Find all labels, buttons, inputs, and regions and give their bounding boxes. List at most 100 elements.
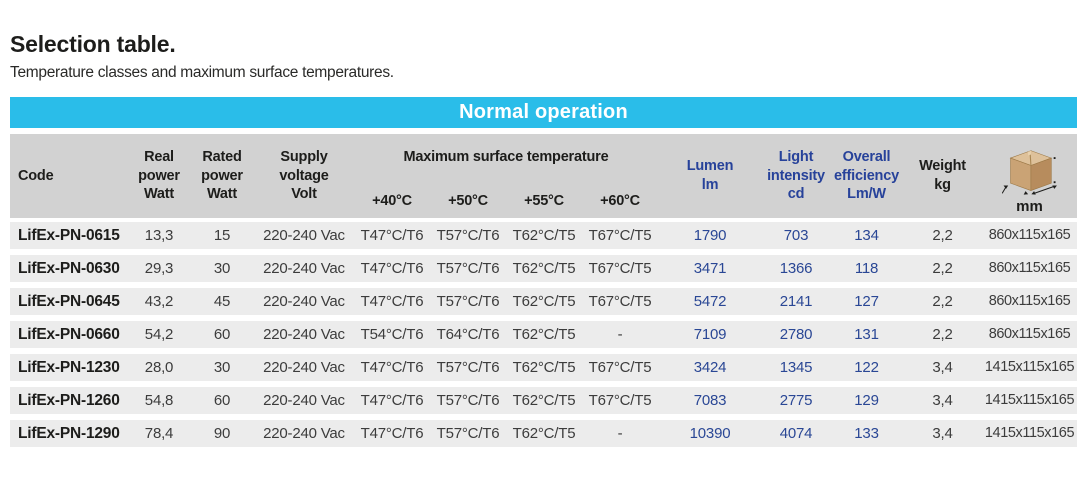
cell-temp-40: T47°C/T6 (360, 227, 424, 244)
cell-overall-efficiency: 118 (854, 260, 879, 277)
cell-overall-efficiency: 131 (854, 326, 879, 343)
cell-code: LifEx-PN-0645 (18, 292, 120, 310)
header-temp-60: +60°C (600, 193, 640, 209)
cell-dimensions: 860x115x165 (988, 260, 1071, 277)
cell-light-intensity: 2780 (779, 326, 813, 343)
header-light-intensity: Light intensity cd (767, 149, 825, 203)
header-max-surface-temperature-group: Maximum surface temperature +40°C +50°C … (354, 134, 658, 218)
cell-real-power: 78,4 (144, 425, 174, 442)
banner-label: Normal operation (459, 101, 628, 123)
cell-temp-50: T64°C/T6 (436, 326, 500, 343)
cell-light-intensity: 1366 (779, 260, 813, 277)
cell-code: LifEx-PN-0630 (18, 259, 120, 277)
cell-temp-55: T62°C/T5 (512, 359, 576, 376)
cell-real-power: 13,3 (144, 227, 174, 244)
cell-supply-voltage: 220-240 Vac (263, 326, 345, 343)
cell-lumen: 7109 (693, 326, 727, 343)
table-header: Code Real power Watt Rated power Watt Su… (10, 134, 1077, 218)
cell-weight: 3,4 (932, 425, 953, 442)
cell-weight: 2,2 (932, 260, 953, 277)
table-row: LifEx-PN-1260 54,8 60 220-240 Vac T47°C/T6 T5… (10, 387, 1077, 414)
cell-weight: 3,4 (932, 359, 953, 376)
package-box-icon (1001, 150, 1057, 195)
cell-temp-40: T47°C/T6 (360, 359, 424, 376)
cell-temp-60: T67°C/T5 (588, 260, 652, 277)
cell-temp-55: T62°C/T5 (512, 326, 576, 343)
header-rated-power: Rated power Watt (201, 149, 243, 203)
cell-code: LifEx-PN-0615 (18, 226, 120, 244)
header-weight: Weight kg (919, 158, 966, 193)
header-dimensions: mm (982, 134, 1077, 218)
cell-dimensions: 860x115x165 (988, 227, 1071, 244)
table-row: LifEx-PN-0660 54,2 60 220-240 Vac T54°C/T6 T6… (10, 321, 1077, 348)
cell-dimensions: 860x115x165 (988, 293, 1071, 310)
cell-light-intensity: 2775 (779, 392, 813, 409)
header-lumen: Lumen lm (686, 158, 734, 193)
cell-lumen: 7083 (693, 392, 727, 409)
cell-temp-40: T47°C/T6 (360, 392, 424, 409)
cell-temp-60: T67°C/T5 (588, 293, 652, 310)
cell-real-power: 43,2 (144, 293, 174, 310)
cell-light-intensity: 1345 (779, 359, 813, 376)
cell-real-power: 29,3 (144, 260, 174, 277)
cell-temp-40: T47°C/T6 (360, 260, 424, 277)
cell-temp-40: T47°C/T6 (360, 293, 424, 310)
cell-rated-power: 15 (213, 227, 231, 244)
cell-code: LifEx-PN-0660 (18, 325, 120, 343)
cell-rated-power: 45 (213, 293, 231, 310)
cell-temp-40: T47°C/T6 (360, 425, 424, 442)
header-temp-50: +50°C (448, 193, 488, 209)
header-supply-voltage: Supply voltage Volt (279, 149, 329, 203)
cell-rated-power: 60 (213, 392, 231, 409)
cell-code: LifEx-PN-1290 (18, 424, 120, 442)
cell-temp-50: T57°C/T6 (436, 293, 500, 310)
cell-rated-power: 30 (213, 260, 231, 277)
header-overall-efficiency: Overall efficiency Lm/W (834, 149, 899, 203)
cell-code: LifEx-PN-1230 (18, 358, 120, 376)
cell-temp-50: T57°C/T6 (436, 260, 500, 277)
cell-light-intensity: 4074 (779, 425, 813, 442)
cell-rated-power: 30 (213, 359, 231, 376)
header-dimensions-unit: mm (1016, 198, 1043, 215)
cell-lumen: 5472 (693, 293, 727, 310)
cell-temp-55: T62°C/T5 (512, 392, 576, 409)
cell-code: LifEx-PN-1260 (18, 391, 120, 409)
cell-temp-50: T57°C/T6 (436, 425, 500, 442)
cell-lumen: 10390 (689, 425, 731, 442)
cell-temp-50: T57°C/T6 (436, 392, 500, 409)
cell-overall-efficiency: 122 (854, 359, 879, 376)
table-body: LifEx-PN-0615 13,3 15 220-240 Vac T47°C/T6 T5… (10, 222, 1077, 453)
table-row: LifEx-PN-1290 78,4 90 220-240 Vac T47°C/T6 T5… (10, 420, 1077, 447)
cell-temp-40: T54°C/T6 (360, 326, 424, 343)
cell-weight: 2,2 (932, 326, 953, 343)
table-row: LifEx-PN-0630 29,3 30 220-240 Vac T47°C/T6 T5… (10, 255, 1077, 282)
header-real-power: Real power Watt (138, 149, 180, 203)
cell-dimensions: 1415x115x165 (984, 359, 1075, 376)
cell-temp-60: - (617, 326, 623, 343)
header-temp-40: +40°C (372, 193, 412, 209)
cell-lumen: 3424 (693, 359, 727, 376)
table-row: LifEx-PN-0615 13,3 15 220-240 Vac T47°C/T6 T5… (10, 222, 1077, 249)
cell-temp-50: T57°C/T6 (436, 227, 500, 244)
cell-light-intensity: 2141 (779, 293, 813, 310)
page-title: Selection table. (10, 31, 176, 57)
table-row: LifEx-PN-0645 43,2 45 220-240 Vac T47°C/T6 T5… (10, 288, 1077, 315)
cell-temp-55: T62°C/T5 (512, 425, 576, 442)
cell-temp-60: T67°C/T5 (588, 392, 652, 409)
cell-dimensions: 1415x115x165 (984, 425, 1075, 442)
cell-temp-60: T67°C/T5 (588, 227, 652, 244)
cell-supply-voltage: 220-240 Vac (263, 293, 345, 310)
normal-operation-banner: Normal operation (10, 97, 1077, 128)
cell-supply-voltage: 220-240 Vac (263, 260, 345, 277)
cell-overall-efficiency: 134 (854, 227, 879, 244)
header-temp-subcolumns: +40°C +50°C +55°C +60°C (354, 193, 658, 209)
cell-temp-60: - (617, 425, 623, 442)
cell-temp-60: T67°C/T5 (588, 359, 652, 376)
cell-real-power: 54,8 (144, 392, 174, 409)
cell-rated-power: 60 (213, 326, 231, 343)
cell-light-intensity: 703 (783, 227, 809, 244)
cell-temp-50: T57°C/T6 (436, 359, 500, 376)
cell-dimensions: 860x115x165 (988, 326, 1071, 343)
cell-weight: 2,2 (932, 227, 953, 244)
